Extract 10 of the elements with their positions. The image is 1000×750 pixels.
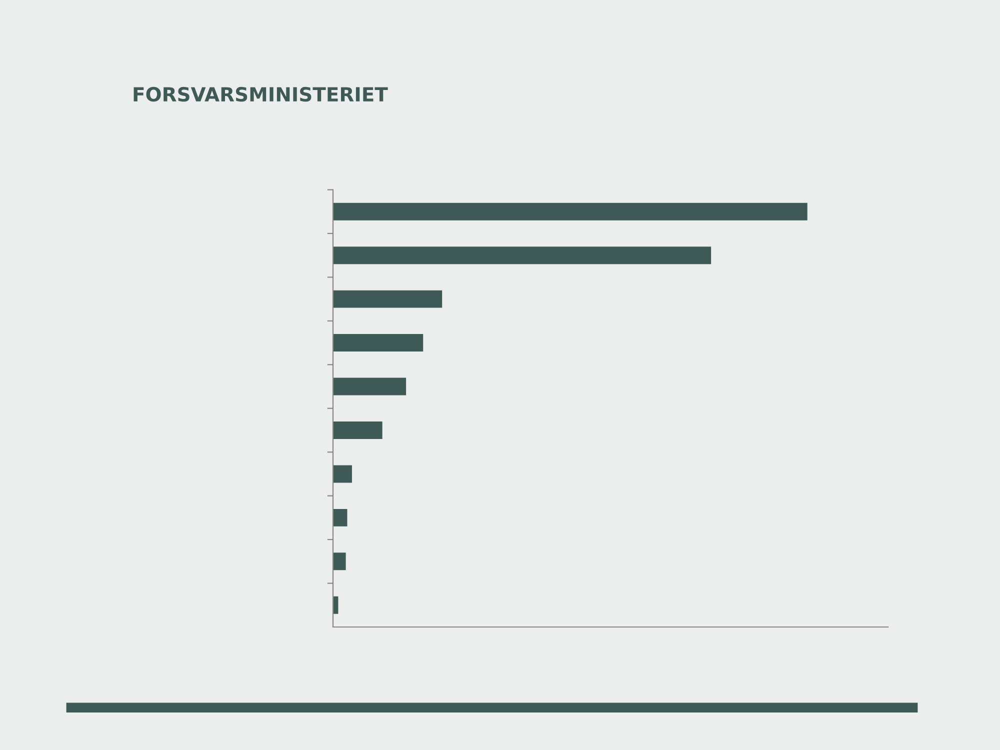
bar xyxy=(333,334,424,352)
bar xyxy=(333,465,352,483)
bar xyxy=(333,202,808,220)
bar xyxy=(333,290,442,308)
bar xyxy=(333,421,382,439)
text: FORSVARSMINISTERIET xyxy=(134,86,388,102)
bar xyxy=(333,246,712,264)
bar xyxy=(333,552,346,570)
bar xyxy=(333,378,406,396)
bar xyxy=(333,508,348,526)
